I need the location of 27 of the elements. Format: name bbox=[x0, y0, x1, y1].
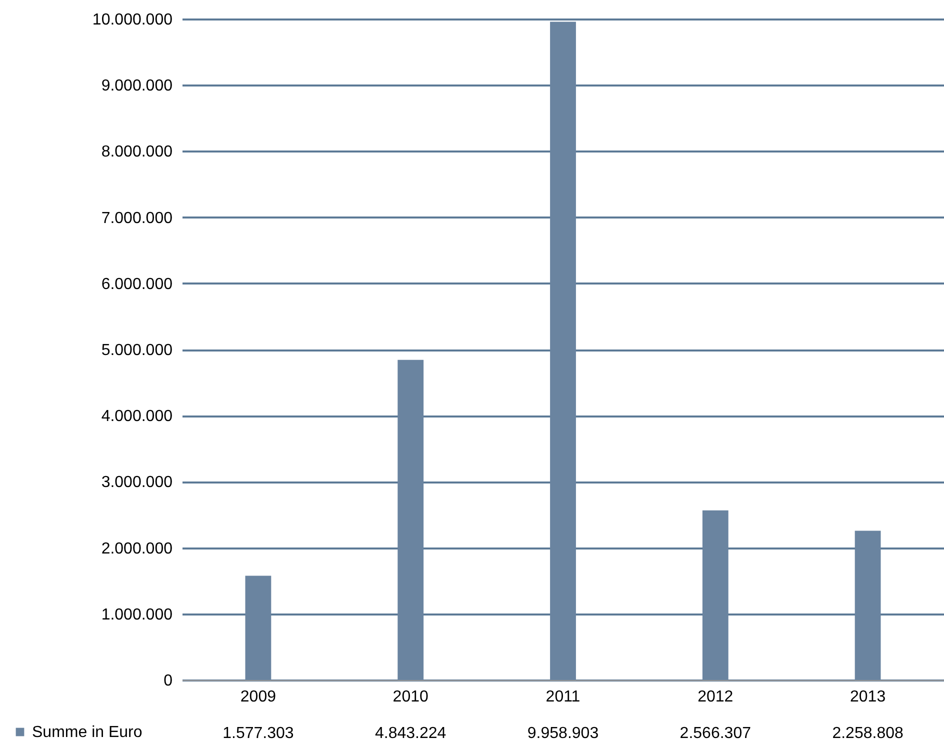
bar bbox=[550, 22, 576, 680]
legend-label: Summe in Euro bbox=[32, 724, 142, 741]
y-tick-label: 10.000.000 bbox=[92, 12, 173, 28]
x-tick-label: 2013 bbox=[850, 688, 886, 706]
bar bbox=[702, 510, 728, 680]
bar bbox=[854, 530, 881, 680]
x-tick-label: 2009 bbox=[240, 688, 276, 706]
y-tick-label: 0 bbox=[164, 672, 173, 690]
y-tick-label: 3.000.000 bbox=[101, 474, 173, 492]
x-tick-label: 2011 bbox=[546, 688, 580, 706]
data-label: 9.958.903 bbox=[527, 725, 599, 742]
y-tick-label: 8.000.000 bbox=[101, 144, 173, 161]
data-label: 2.566.307 bbox=[680, 725, 752, 742]
x-tick-label: 2010 bbox=[392, 688, 428, 706]
x-tick-label: 2012 bbox=[698, 688, 734, 706]
y-tick-label: 1.000.000 bbox=[101, 606, 173, 624]
data-label: 1.577.303 bbox=[222, 725, 294, 742]
bar bbox=[398, 360, 424, 680]
y-tick-label: 4.000.000 bbox=[101, 408, 173, 426]
bar bbox=[245, 576, 272, 680]
data-label: 4.843.224 bbox=[375, 725, 446, 742]
y-tick-label: 5.000.000 bbox=[101, 342, 173, 359]
y-tick-label: 6.000.000 bbox=[101, 276, 173, 293]
data-label: 2.258.808 bbox=[832, 725, 904, 742]
y-tick-label: 9.000.000 bbox=[101, 78, 173, 95]
y-tick-label: 2.000.000 bbox=[101, 540, 173, 558]
y-tick-label: 7.000.000 bbox=[101, 210, 173, 227]
